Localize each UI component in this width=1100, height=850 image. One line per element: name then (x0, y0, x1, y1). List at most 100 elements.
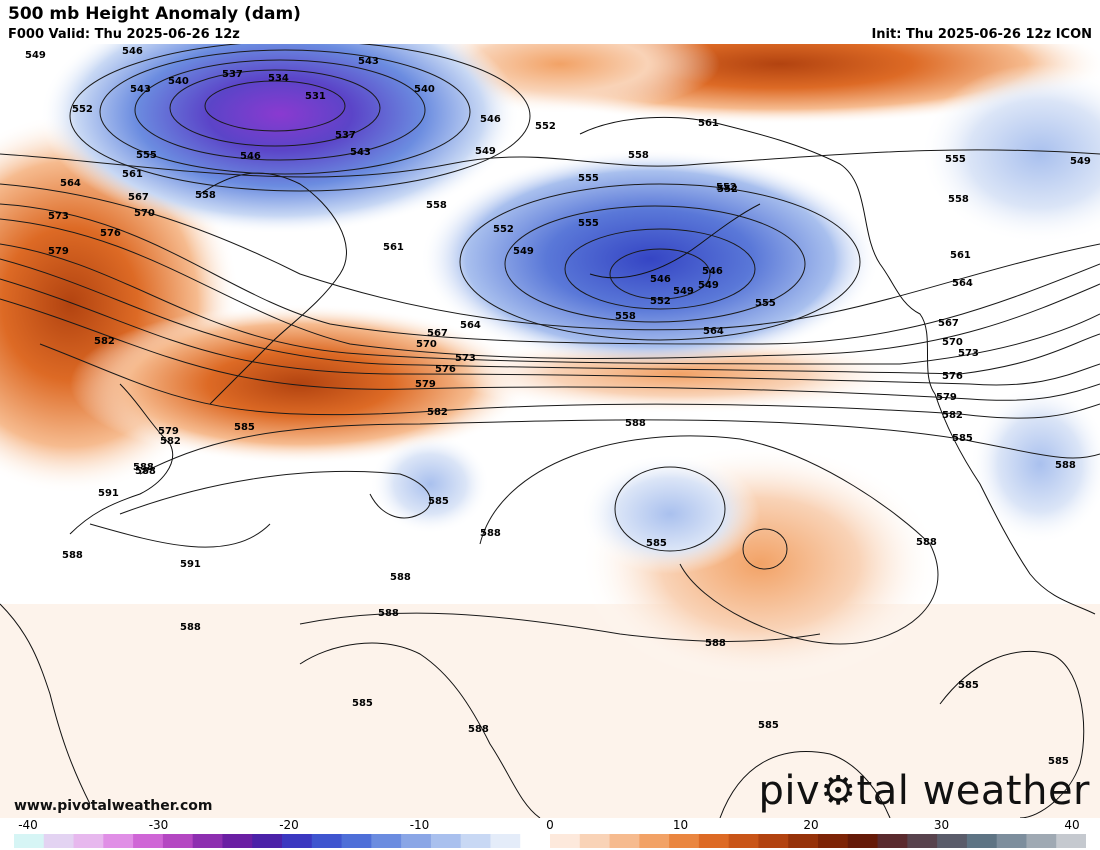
colorbar-swatch (550, 834, 581, 848)
cold-anomaly-pacific-2 (370, 434, 490, 534)
contour-label: 588 (480, 528, 501, 539)
contour-591-pacific (742, 528, 788, 570)
cold-anomaly-pacific (580, 454, 760, 574)
contour-591 (89, 523, 271, 548)
contour-label: 549 (1070, 156, 1091, 167)
contour-label: 558 (948, 194, 969, 205)
contour-label: 558 (615, 311, 636, 322)
contour-label: 588 (468, 724, 489, 735)
asia-east-coast (69, 383, 174, 535)
contour-label: 564 (703, 326, 724, 337)
contour-label: 546 (480, 114, 501, 125)
colorbar-swatch (282, 834, 313, 848)
contour-588-tropics (299, 612, 821, 642)
contour-label: 555 (578, 173, 599, 184)
colorbar-swatch (341, 834, 372, 848)
colorbar-swatch (103, 834, 134, 848)
contour-label: 588 (135, 466, 156, 477)
contour-579 (0, 298, 1100, 401)
pacific-island-coast (939, 650, 1085, 818)
colorbar-ticks: -40 -30 -20 -10 0 10 20 30 40 (0, 818, 1100, 832)
pacific-island-coast-2 (719, 751, 891, 818)
contour-label: 531 (305, 91, 326, 102)
colorbar-swatch (430, 834, 462, 848)
contour-label: 555 (945, 154, 966, 165)
contour-label: 579 (48, 246, 69, 257)
contour-label: 573 (455, 353, 476, 364)
colorbar-swatch (609, 834, 640, 848)
contour-label: 534 (268, 73, 289, 84)
contour-585-loop (119, 470, 431, 519)
contour-label: 591 (180, 559, 201, 570)
colorbar-swatch (1056, 834, 1086, 848)
contour-537 (134, 59, 426, 161)
contour-label: 576 (942, 371, 963, 382)
colorbar-swatch (1026, 834, 1057, 848)
contour-585 (139, 419, 1100, 475)
contour-585-pacific (614, 466, 726, 552)
colorbar-swatch (639, 834, 670, 848)
contour-label: 576 (100, 228, 121, 239)
cold-anomaly-us-west (970, 384, 1100, 544)
contour-label: 585 (646, 538, 667, 549)
contour-label: 564 (952, 278, 973, 289)
contour-label: 540 (414, 84, 435, 95)
contour-label: 543 (130, 84, 151, 95)
colorbar-tick-label: -30 (148, 818, 169, 832)
cold-anomaly-siberian-low (40, 44, 520, 234)
contour-label: 570 (134, 208, 155, 219)
height-anomaly-map: 549 546 543 540 537 534 531 543 540 546 … (0, 44, 1100, 818)
colorbar-swatch (758, 834, 789, 848)
contour-label: 552 (717, 184, 738, 195)
contour-label: 588 (390, 572, 411, 583)
contour-label: 582 (942, 410, 963, 421)
colorbar-swatch (907, 834, 938, 848)
cold-anomaly-aleutian-low (420, 149, 880, 369)
contour-label: 579 (936, 392, 957, 403)
colorbar-swatch (222, 834, 253, 848)
contour-label: 543 (350, 147, 371, 158)
contour-label: 579 (415, 379, 436, 390)
contour-label: 564 (460, 320, 481, 331)
contour-543 (69, 44, 531, 192)
contour-label: 588 (625, 418, 646, 429)
colorbar-tick-label: 10 (672, 818, 689, 832)
anomaly-colorbar: -40 -30 -20 -10 0 10 20 30 40 (0, 818, 1100, 850)
contour-552-aleutian (504, 205, 806, 323)
contour-label: 561 (950, 250, 971, 261)
contour-label: 585 (758, 720, 779, 731)
contour-label: 585 (958, 680, 979, 691)
contour-label: 588 (1055, 460, 1076, 471)
contour-label: 558 (195, 190, 216, 201)
contour-label: 552 (716, 182, 737, 193)
colorbar-swatch (937, 834, 968, 848)
colorbar-tick-label: -40 (18, 818, 38, 832)
contour-567 (0, 218, 1100, 359)
contour-label: 552 (650, 296, 671, 307)
contour-label: 549 (25, 50, 46, 61)
colorbar-swatch (252, 834, 283, 848)
colorbar-swatch (520, 834, 551, 848)
colorbar-swatch (669, 834, 700, 848)
contour-labels: 549 546 543 540 537 534 531 543 540 546 … (25, 46, 1091, 767)
colorbar-swatch (818, 834, 849, 848)
contour-label: 561 (122, 169, 143, 180)
colorbar-tick-label: 30 (933, 818, 950, 832)
map-canvas: 549 546 543 540 537 534 531 543 540 546 … (0, 44, 1100, 818)
contour-564 (0, 203, 1100, 345)
colorbar-swatch (371, 834, 402, 848)
contour-label: 588 (378, 608, 399, 619)
colorbar-swatch (14, 834, 45, 848)
contour-label: 561 (698, 118, 719, 129)
philippines-coast (0, 603, 91, 805)
colorbar-swatch (192, 834, 223, 848)
alaska-coast (579, 116, 936, 395)
height-contours (0, 44, 1100, 645)
contour-label: 588 (180, 622, 201, 633)
colorbar-swatch (311, 834, 343, 848)
contour-label: 552 (493, 224, 514, 235)
colorbar-swatch (847, 834, 879, 848)
colorbar-swatch (698, 834, 730, 848)
colorbar-swatch (401, 834, 432, 848)
contour-573 (0, 258, 1100, 375)
